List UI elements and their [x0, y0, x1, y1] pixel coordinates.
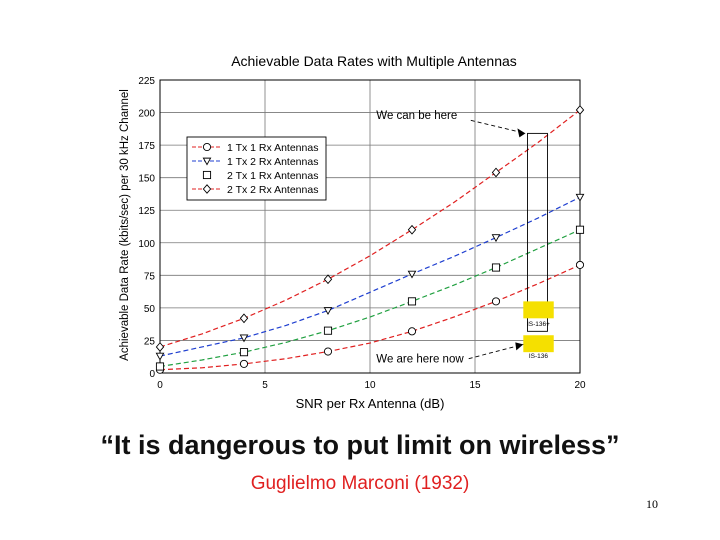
legend-marker	[202, 170, 212, 180]
series-line	[159, 109, 581, 348]
annotation-arrow	[468, 343, 524, 360]
data-point	[491, 234, 501, 243]
annotation-text: We can be here	[376, 110, 457, 122]
data-point	[323, 274, 333, 285]
annotation-text: IS-136	[529, 353, 549, 360]
y-tick-label: 175	[138, 141, 155, 152]
y-tick-label: 75	[144, 271, 156, 282]
y-tick-label: 0	[149, 369, 155, 380]
data-point	[155, 362, 165, 371]
range-box	[527, 132, 548, 332]
x-tick-label: 20	[574, 380, 586, 391]
legend-label: 2 Tx 1 Rx Antennas	[227, 170, 318, 182]
data-point	[575, 105, 585, 115]
highlight-box	[523, 335, 554, 353]
quote: “It is dangerous to put limit on wireles…	[100, 430, 620, 460]
page-number: 10	[646, 497, 658, 511]
series-group	[155, 105, 585, 374]
series-line	[159, 196, 581, 357]
x-tick-label: 10	[364, 380, 376, 391]
y-tick-label: 125	[138, 206, 155, 217]
data-point	[491, 297, 501, 306]
data-point	[407, 297, 417, 306]
y-tick-label: 150	[138, 174, 155, 185]
legend-label: 1 Tx 1 Rx Antennas	[227, 142, 318, 154]
series-4	[155, 105, 585, 352]
legend-label: 2 Tx 2 Rx Antennas	[227, 184, 318, 196]
data-point	[323, 326, 333, 335]
tick-labels: 0 25 50 75 100 125 150 175 200 225 0 5 10 15 20	[138, 76, 586, 391]
data-point	[155, 342, 165, 352]
highlight-box	[523, 301, 554, 319]
series-3	[155, 225, 585, 371]
data-point	[575, 260, 585, 269]
series-2	[155, 193, 585, 361]
legend-marker	[202, 184, 212, 194]
legend-label: 1 Tx 2 Rx Antennas	[227, 156, 318, 168]
annotations: We can be here We are here now IS-136+ IS-1…	[376, 110, 554, 366]
legend-marker	[202, 157, 212, 166]
data-point	[239, 359, 249, 368]
data-point	[239, 313, 249, 324]
data-point	[407, 327, 417, 336]
data-point	[155, 352, 165, 361]
y-tick-label: 225	[138, 76, 155, 87]
data-point	[407, 224, 417, 235]
annotation-text: We are here now	[376, 354, 464, 366]
data-point	[239, 334, 249, 343]
legend: 1 Tx 1 Rx Antennas 1 Tx 2 Rx Antennas 2 Tx…	[186, 136, 327, 201]
data-point	[323, 307, 333, 316]
series-line	[159, 229, 581, 368]
y-tick-label: 100	[138, 239, 155, 250]
x-axis-label: SNR per Rx Antenna (dB)	[296, 396, 445, 411]
arrowhead	[517, 128, 526, 138]
grid	[160, 80, 580, 373]
y-tick-label: 25	[144, 336, 156, 347]
x-tick-label: 0	[157, 380, 163, 391]
arrowhead	[515, 342, 524, 351]
series-line	[159, 264, 581, 371]
x-tick-label: 5	[262, 380, 268, 391]
data-point	[575, 225, 585, 234]
data-point	[491, 263, 501, 272]
chart-title: Achievable Data Rates with Multiple Ante…	[231, 53, 517, 69]
legend-marker	[202, 142, 212, 152]
data-point	[407, 270, 417, 279]
x-tick-label: 15	[469, 380, 481, 391]
annotation-text: IS-136+	[527, 321, 550, 328]
chart: 0 25 50 75 100 125 150 175 200 225 0 5 10 15 20 We can…	[119, 53, 586, 411]
y-tick-label: 50	[144, 304, 156, 315]
y-tick-label: 200	[138, 109, 155, 120]
data-point	[575, 193, 585, 202]
data-point	[239, 348, 249, 357]
y-axis-label: Achievable Data Rate (kbits/sec) per 30 …	[119, 89, 131, 361]
data-point	[491, 167, 501, 178]
annotation-arrow	[470, 119, 526, 134]
quote-author: Guglielmo Marconi (1932)	[250, 473, 470, 494]
data-point	[323, 347, 333, 356]
